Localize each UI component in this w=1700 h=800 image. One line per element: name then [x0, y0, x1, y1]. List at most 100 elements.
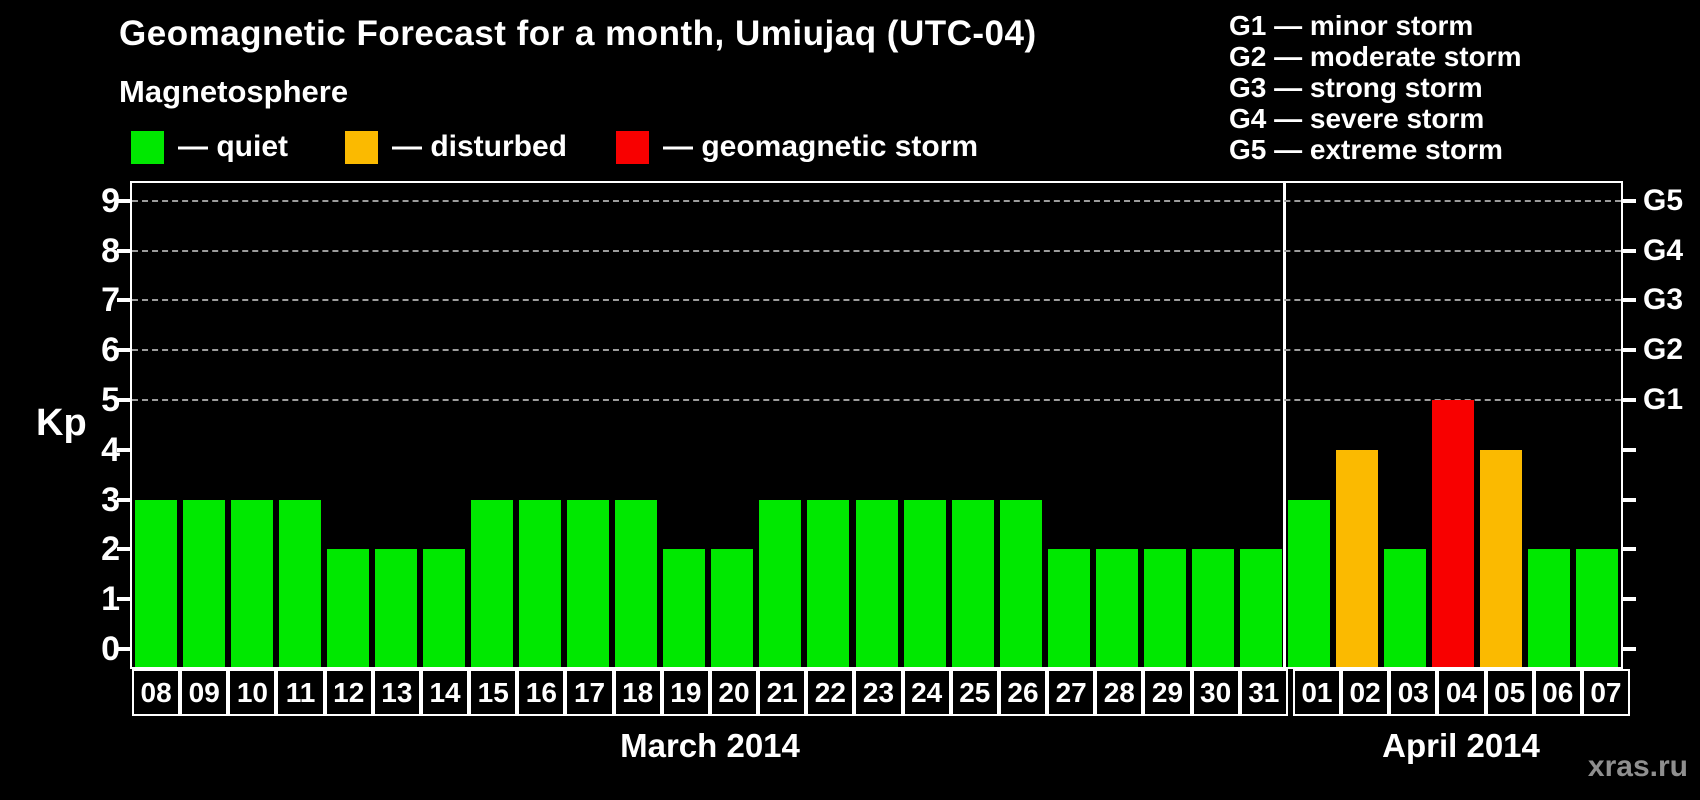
kp-bar-march-24	[903, 499, 946, 667]
day-label-27: 27	[1047, 669, 1096, 716]
y-axis-tick-left-6	[117, 348, 130, 353]
legend-item-quiet-label: — quiet	[178, 130, 288, 163]
kp-bar-march-26	[999, 499, 1042, 667]
gridline-kp8	[132, 249, 1621, 252]
day-label-05: 05	[1485, 669, 1534, 716]
day-label-23: 23	[854, 669, 903, 716]
kp-bar-march-22	[807, 499, 850, 667]
y-axis-tick-label-2: 2	[101, 530, 120, 569]
day-axis: 08 09 10 11 12 13 14 15 16 17 18 19 20 21 22 23 24 25 26 27…	[132, 669, 1652, 716]
day-label-26: 26	[998, 669, 1048, 716]
y-axis-tick-left-3	[117, 497, 130, 502]
watermark: xras.ru	[1587, 750, 1688, 783]
g-scale-legend-line-3: G3 — strong storm	[1229, 72, 1483, 103]
g-scale-legend-line-5: G5 — extreme storm	[1229, 134, 1503, 165]
y-axis-tick-right-5	[1623, 398, 1636, 402]
kp-bar-april-01	[1287, 499, 1330, 667]
right-axis-label-g2: G2	[1643, 333, 1684, 367]
day-label-16: 16	[517, 669, 566, 716]
y-axis-tick-label-9: 9	[101, 181, 120, 220]
kp-bar-march-25	[951, 499, 994, 667]
kp-bar-march-19	[663, 549, 706, 667]
day-label-24: 24	[902, 669, 951, 716]
kp-bar-march-31	[1239, 549, 1282, 667]
y-axis-title: Kp	[36, 402, 87, 444]
y-axis-tick-label-4: 4	[101, 430, 120, 469]
chart-title: Geomagnetic Forecast for a month, Umiuja…	[119, 14, 1037, 53]
y-axis-tick-label-3: 3	[101, 480, 120, 519]
gridline-kp7	[132, 299, 1621, 302]
right-axis-label-g1: G1	[1643, 383, 1684, 416]
y-axis-tick-right-6	[1623, 348, 1636, 353]
gridline-kp9	[132, 199, 1621, 202]
y-axis-tick-right-8	[1623, 248, 1636, 253]
kp-bar-march-27	[1047, 549, 1090, 667]
y-axis-tick-right-2	[1623, 547, 1636, 552]
y-axis-tick-label-0: 0	[101, 630, 120, 668]
day-label-15: 15	[469, 669, 518, 716]
y-axis-tick-label-7: 7	[101, 281, 120, 320]
day-label-18: 18	[613, 669, 662, 716]
day-label-22: 22	[806, 669, 855, 716]
gridline-kp5	[132, 399, 1621, 401]
day-label-21: 21	[758, 669, 807, 716]
y-axis-tick-label-1: 1	[101, 580, 120, 619]
legend-item-quiet: — quiet	[131, 130, 288, 164]
y-axis-tick-right-7	[1623, 298, 1636, 303]
day-label-14: 14	[420, 669, 470, 716]
kp-bar-april-02	[1335, 449, 1378, 667]
g-scale-legend-line-1: G1 — minor storm	[1229, 10, 1474, 41]
legend-item-storm-label: — geomagnetic storm	[663, 130, 979, 163]
kp-bar-march-09	[183, 499, 226, 667]
day-label-30: 30	[1191, 669, 1240, 716]
day-label-17: 17	[565, 669, 614, 716]
day-label-08: 08	[132, 669, 181, 716]
day-label-10: 10	[228, 669, 277, 716]
kp-bar-april-05	[1479, 449, 1522, 667]
kp-bar-march-13	[375, 549, 418, 667]
kp-bar-march-12	[327, 549, 370, 667]
right-axis-label-g3: G3	[1643, 283, 1684, 317]
kp-bar-march-10	[231, 499, 274, 667]
y-axis-tick-label-5: 5	[101, 381, 120, 419]
right-axis-label-g5: G5	[1643, 183, 1684, 217]
g-scale-legend: G1 — minor storm G2 — moderate storm G3 — …	[1229, 10, 1522, 165]
y-axis-tick-label-8: 8	[101, 231, 120, 270]
y-axis-tick-right-3	[1623, 497, 1636, 502]
day-label-12: 12	[324, 669, 373, 716]
legend-item-storm: — geomagnetic storm	[616, 130, 978, 164]
kp-bar-april-03	[1383, 549, 1426, 667]
day-label-20: 20	[709, 669, 759, 716]
day-label-19: 19	[661, 669, 710, 716]
kp-bar-march-29	[1143, 549, 1186, 667]
legend-item-disturbed-label: — disturbed	[392, 130, 568, 163]
day-label-13: 13	[372, 669, 421, 716]
day-label-01: 01	[1292, 669, 1342, 716]
day-label-07: 07	[1581, 669, 1630, 716]
kp-bar-march-20	[711, 549, 754, 667]
y-axis-tick-left-9	[117, 198, 130, 203]
kp-bar-april-07	[1575, 549, 1618, 667]
month-label-march: March 2014	[620, 727, 800, 764]
y-axis-tick-right-9	[1623, 198, 1636, 203]
kp-bar-march-18	[615, 499, 658, 667]
y-axis-tick-label-6: 6	[101, 331, 120, 370]
kp-bar-march-08	[135, 499, 178, 667]
day-label-11: 11	[276, 669, 325, 716]
g-scale-legend-line-4: G4 — severe storm	[1229, 103, 1485, 134]
y-axis-tick-left-2	[117, 547, 130, 552]
kp-bar-march-11	[279, 499, 322, 667]
day-label-06: 06	[1533, 669, 1582, 716]
kp-bar-march-15	[471, 499, 514, 667]
day-label-31: 31	[1239, 669, 1288, 716]
kp-bar-march-16	[519, 499, 562, 667]
kp-bar-april-06	[1527, 549, 1570, 667]
day-label-29: 29	[1143, 669, 1192, 716]
y-axis-tick-left-7	[117, 298, 130, 303]
y-axis-tick-left-4	[117, 447, 130, 452]
kp-bar-march-14	[423, 549, 466, 667]
y-axis-tick-left-0	[117, 647, 130, 651]
kp-bar-march-23	[855, 499, 898, 667]
day-label-09: 09	[180, 669, 229, 716]
month-separator-line	[1283, 183, 1287, 667]
